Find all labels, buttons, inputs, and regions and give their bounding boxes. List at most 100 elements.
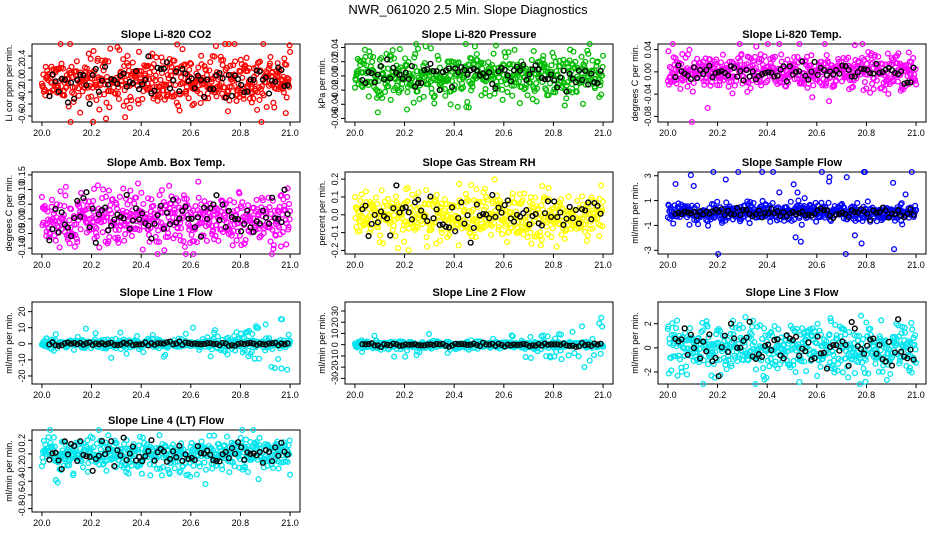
data-point bbox=[499, 96, 506, 103]
data-point bbox=[729, 90, 736, 97]
reference-point bbox=[132, 68, 140, 75]
data-point bbox=[790, 181, 797, 188]
data-point bbox=[106, 104, 113, 111]
reference-point bbox=[139, 81, 146, 88]
reference-point bbox=[526, 71, 533, 78]
reference-point bbox=[157, 66, 164, 73]
data-point bbox=[427, 45, 434, 52]
data-point bbox=[565, 352, 572, 359]
data-point bbox=[77, 226, 84, 233]
data-point bbox=[231, 40, 238, 48]
x-tick-label: 20.8 bbox=[232, 390, 250, 400]
reference-point bbox=[566, 70, 573, 77]
data-point bbox=[265, 65, 272, 72]
data-point bbox=[488, 231, 495, 238]
reference-point bbox=[455, 69, 462, 76]
y-tick-label: 0.1 bbox=[330, 191, 340, 204]
reference-point bbox=[77, 71, 84, 78]
data-point bbox=[73, 58, 80, 65]
data-point bbox=[115, 239, 122, 246]
data-point bbox=[89, 75, 96, 82]
x-tick-label: 20.2 bbox=[396, 260, 414, 270]
data-point bbox=[283, 94, 290, 101]
data-point bbox=[57, 188, 64, 195]
x-tick-label: 21.0 bbox=[594, 390, 612, 400]
data-point bbox=[565, 193, 572, 200]
data-point bbox=[59, 65, 67, 72]
data-point bbox=[600, 198, 607, 205]
data-point bbox=[797, 238, 804, 245]
y-tick-label: -20 bbox=[17, 369, 27, 382]
data-point bbox=[469, 80, 476, 87]
y-axis-label: ml/min per min. bbox=[630, 182, 640, 244]
reference-point bbox=[151, 87, 158, 94]
data-point bbox=[357, 197, 364, 204]
data-point bbox=[767, 218, 774, 225]
data-point bbox=[152, 72, 159, 79]
reference-point bbox=[98, 77, 106, 84]
data-point bbox=[108, 354, 115, 361]
data-point bbox=[464, 98, 471, 105]
data-point bbox=[182, 330, 189, 337]
data-point bbox=[140, 349, 147, 356]
reference-point bbox=[554, 84, 561, 91]
data-point bbox=[61, 92, 68, 99]
data-point bbox=[228, 83, 235, 91]
y-tick-label: -3 bbox=[643, 246, 653, 254]
data-point bbox=[582, 58, 589, 65]
reference-point bbox=[188, 75, 195, 82]
data-point bbox=[68, 63, 75, 70]
reference-point bbox=[281, 82, 288, 90]
reference-point bbox=[256, 68, 263, 75]
reference-point bbox=[811, 58, 818, 66]
chart-title: Slope Li-820 CO2 bbox=[121, 29, 211, 41]
reference-point bbox=[578, 77, 586, 84]
reference-point bbox=[244, 88, 251, 95]
data-point bbox=[795, 197, 802, 204]
y-tick-label: 0 bbox=[330, 342, 340, 347]
data-point bbox=[545, 92, 552, 99]
data-point bbox=[366, 48, 373, 55]
y-tick-label: 0.15 bbox=[17, 166, 27, 184]
data-point bbox=[285, 76, 292, 83]
y-tick-label: 30 bbox=[330, 306, 340, 316]
data-point bbox=[129, 59, 136, 66]
reference-point bbox=[557, 74, 564, 81]
page-title: NWR_061020 2.5 Min. Slope Diagnostics bbox=[348, 2, 588, 17]
reference-point bbox=[114, 80, 121, 87]
x-tick-label: 20.0 bbox=[33, 390, 51, 400]
data-point bbox=[182, 90, 189, 97]
data-point bbox=[851, 41, 858, 49]
data-point bbox=[412, 50, 419, 58]
data-point bbox=[362, 188, 369, 195]
data-point bbox=[258, 118, 265, 126]
data-point bbox=[225, 40, 232, 48]
data-point bbox=[267, 53, 274, 61]
y-tick-label: -0.06 bbox=[330, 108, 340, 129]
data-point bbox=[586, 40, 593, 48]
data-point bbox=[188, 231, 195, 238]
data-point bbox=[509, 92, 516, 99]
y-tick-label: 10 bbox=[330, 328, 340, 338]
data-point bbox=[377, 232, 384, 239]
x-tick-label: 20.6 bbox=[495, 260, 513, 270]
data-point bbox=[124, 52, 131, 59]
data-point bbox=[278, 365, 285, 372]
x-tick-label: 20.8 bbox=[232, 128, 250, 138]
data-point bbox=[224, 108, 231, 115]
reference-point bbox=[411, 83, 419, 90]
data-point bbox=[717, 59, 725, 66]
data-point bbox=[719, 51, 726, 58]
data-point bbox=[145, 76, 153, 83]
data-point bbox=[220, 56, 227, 64]
y-axis-label: ml/min per min. bbox=[4, 312, 14, 374]
y-axis-label: percent per min. bbox=[317, 180, 327, 245]
data-point bbox=[215, 237, 222, 244]
reference-point bbox=[269, 77, 276, 84]
data-point bbox=[287, 48, 294, 55]
data-point bbox=[569, 328, 576, 335]
data-point bbox=[71, 84, 78, 91]
y-tick-label: 0.2 bbox=[330, 173, 340, 186]
data-point bbox=[686, 221, 693, 228]
